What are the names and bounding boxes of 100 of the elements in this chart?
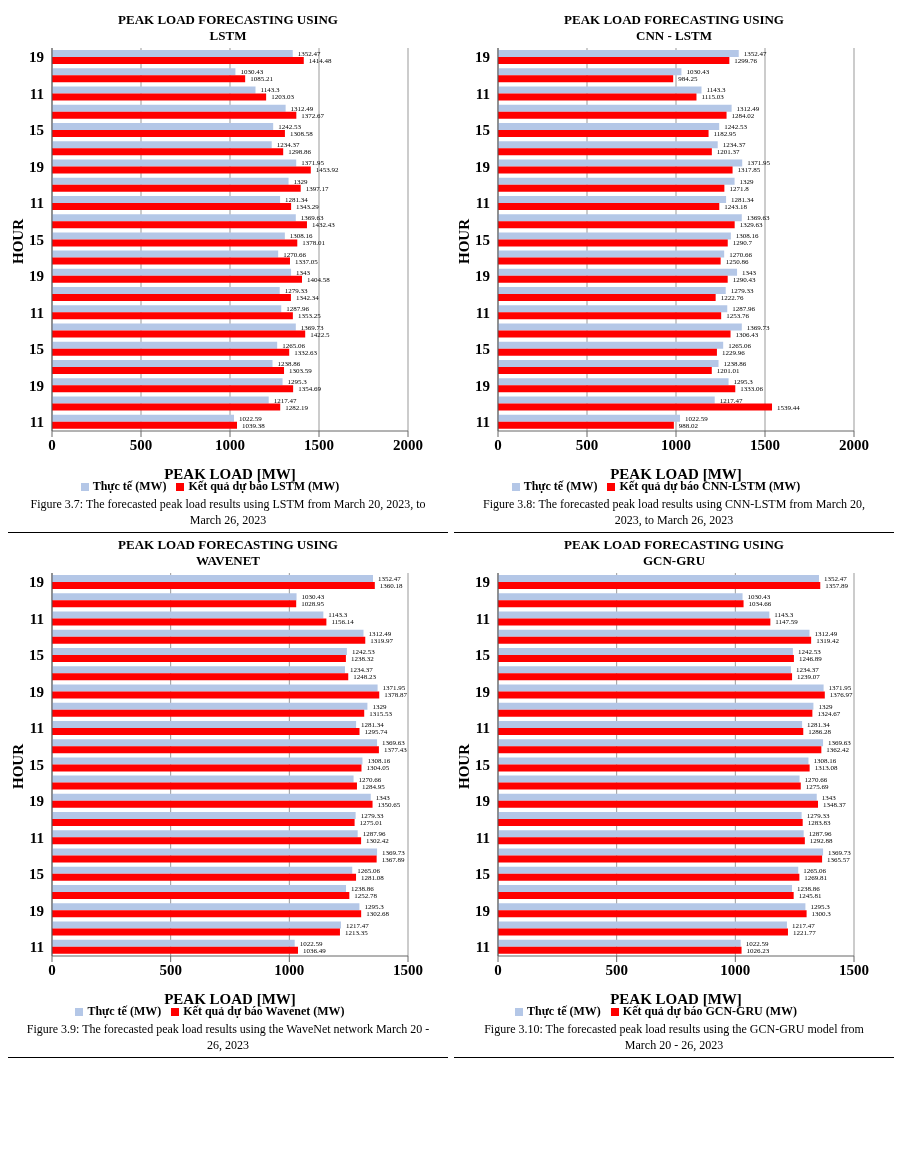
y-tick-label: 11 [29, 829, 44, 846]
bar [52, 848, 378, 856]
y-tick-label: 15 [475, 647, 490, 664]
bar [498, 330, 731, 338]
bar [52, 793, 371, 801]
bar [498, 830, 804, 838]
bar [52, 593, 297, 601]
y-tick-label: 19 [475, 377, 490, 394]
x-tick-label: 2000 [393, 436, 423, 453]
bar [498, 104, 732, 112]
y-tick-label: 19 [29, 574, 44, 591]
bar [498, 837, 805, 845]
y-tick-label: 15 [29, 341, 44, 358]
bar [52, 764, 362, 772]
legend-label: Thực tế (MW) [92, 479, 167, 493]
caption: Figure 3.7: The forecasted peak load results using LSTM from March 20, 2023, to March 26, 2023 [29, 496, 427, 528]
y-tick-label: 19 [475, 683, 490, 700]
x-tick-label: 500 [159, 961, 182, 978]
bar [498, 239, 728, 247]
legend-label: Thực tế (MW) [526, 1004, 601, 1018]
bar [498, 250, 725, 258]
bar [498, 848, 824, 856]
x-tick-label: 500 [575, 436, 599, 453]
bar [52, 600, 297, 608]
bar [498, 312, 722, 320]
bar [498, 757, 809, 765]
y-tick-label: 11 [29, 85, 44, 102]
y-tick-label: 11 [29, 195, 44, 212]
bar [498, 86, 702, 94]
bar [52, 93, 267, 101]
bar [52, 691, 380, 699]
y-tick-label: 15 [475, 866, 490, 883]
y-tick-label: 19 [29, 377, 44, 394]
bar [498, 323, 742, 331]
bar [52, 141, 272, 149]
bar [498, 305, 728, 313]
bar [52, 232, 285, 240]
x-tick-label: 1000 [661, 436, 691, 453]
y-axis-title: HOUR [456, 219, 472, 264]
bar [52, 666, 345, 674]
bar [52, 86, 256, 94]
bar [498, 855, 823, 863]
bar [498, 129, 709, 137]
bar [52, 275, 303, 283]
bar [498, 946, 742, 954]
bar [498, 148, 712, 156]
bar [52, 855, 377, 863]
bar [52, 727, 360, 735]
bar [52, 800, 373, 808]
x-tick-label: 500 [129, 436, 153, 453]
bar [52, 57, 304, 64]
bar [52, 159, 297, 167]
bar [52, 221, 307, 229]
x-tick-label: 1500 [750, 436, 780, 453]
bar [498, 866, 799, 874]
y-tick-label: 19 [475, 793, 490, 810]
y-tick-label: 19 [475, 49, 490, 66]
bar [52, 837, 362, 845]
bar [52, 739, 378, 747]
bar [52, 611, 324, 619]
bar [498, 636, 812, 644]
bar [498, 709, 813, 717]
x-tick-label: 0 [494, 961, 502, 978]
bar [52, 720, 357, 728]
bar [52, 323, 296, 331]
bar [498, 257, 721, 265]
bar [498, 812, 802, 820]
bar [498, 141, 718, 149]
y-tick-label: 11 [475, 304, 490, 321]
bar [52, 684, 378, 692]
bar [52, 928, 340, 936]
chart-title: PEAK LOAD FORECASTING USING GCN-GRU [563, 537, 785, 569]
y-tick-label: 19 [29, 268, 44, 285]
bar [52, 177, 289, 185]
bar [52, 312, 293, 320]
bar [52, 629, 364, 637]
x-axis-title: PEAK LOAD [MW] [610, 991, 742, 1007]
bar [52, 68, 236, 76]
bar [498, 691, 825, 699]
bar [52, 294, 291, 302]
y-tick-label: 19 [29, 902, 44, 919]
bar [52, 892, 350, 900]
y-tick-label: 11 [475, 610, 490, 627]
bar [498, 939, 741, 947]
y-tick-label: 11 [475, 414, 490, 431]
y-tick-label: 11 [475, 195, 490, 212]
bar [52, 910, 362, 918]
bar [52, 104, 286, 112]
bar [52, 414, 235, 422]
bar [498, 221, 735, 229]
bar [498, 593, 743, 601]
bar [498, 600, 744, 608]
bar [498, 378, 729, 386]
x-tick-label: 1500 [393, 961, 423, 978]
bar [498, 294, 716, 302]
y-tick-label: 15 [29, 756, 44, 773]
y-axis-title: HOUR [456, 744, 472, 789]
bar [52, 330, 306, 338]
bar [52, 50, 293, 57]
bar [52, 757, 363, 765]
